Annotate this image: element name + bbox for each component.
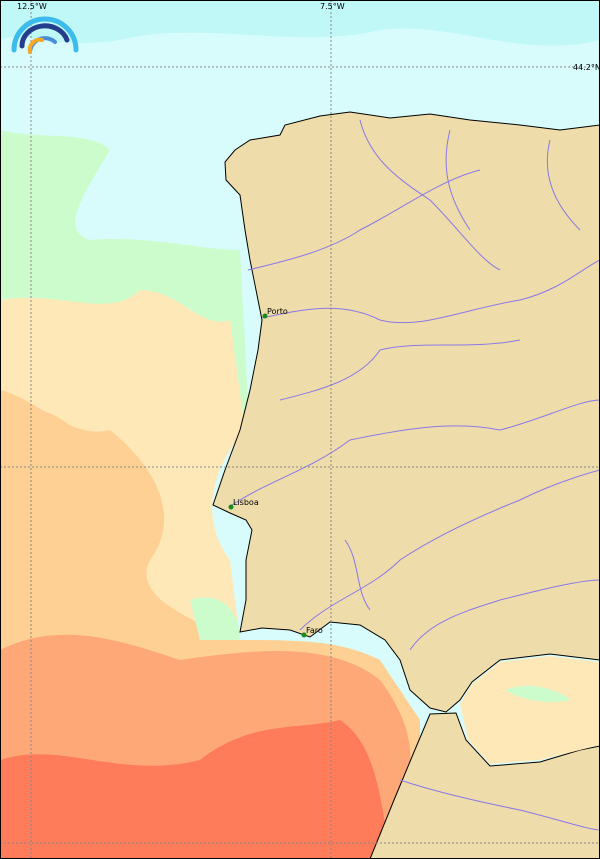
city-label-lisboa: Lisboa — [233, 498, 259, 507]
lon-label-12-5w: 12.5°W — [17, 2, 47, 11]
city-faro: Faro — [301, 626, 323, 638]
city-label-faro: Faro — [306, 626, 323, 635]
mediterranean-cool — [505, 685, 570, 702]
city-label-porto: Porto — [267, 307, 288, 316]
rainbow-arcs-logo-icon — [11, 16, 79, 54]
mediterranean-warm — [460, 656, 600, 764]
city-lisboa: Lisboa — [228, 498, 259, 510]
rivers — [231, 119, 600, 831]
land — [212, 111, 600, 859]
iberian-peninsula — [212, 111, 600, 713]
north-africa — [369, 712, 600, 859]
lon-label-7-5w: 7.5°W — [320, 2, 345, 11]
city-porto: Porto — [262, 307, 288, 319]
lat-label-44-2n: 44.2°N — [573, 63, 600, 72]
